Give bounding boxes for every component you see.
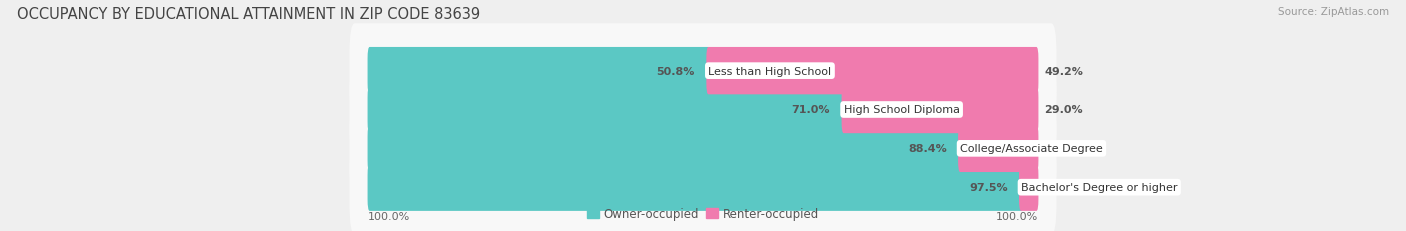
- FancyBboxPatch shape: [957, 125, 1039, 172]
- FancyBboxPatch shape: [350, 63, 1056, 157]
- Text: High School Diploma: High School Diploma: [844, 105, 960, 115]
- Text: 97.5%: 97.5%: [969, 182, 1008, 192]
- Text: OCCUPANCY BY EDUCATIONAL ATTAINMENT IN ZIP CODE 83639: OCCUPANCY BY EDUCATIONAL ATTAINMENT IN Z…: [17, 7, 479, 22]
- FancyBboxPatch shape: [1019, 164, 1039, 211]
- FancyBboxPatch shape: [367, 48, 710, 95]
- FancyBboxPatch shape: [350, 140, 1056, 231]
- Text: Less than High School: Less than High School: [709, 66, 831, 76]
- Text: 71.0%: 71.0%: [792, 105, 830, 115]
- Text: 11.6%: 11.6%: [1045, 144, 1083, 154]
- FancyBboxPatch shape: [350, 24, 1056, 119]
- FancyBboxPatch shape: [706, 48, 1039, 95]
- Legend: Owner-occupied, Renter-occupied: Owner-occupied, Renter-occupied: [582, 203, 824, 225]
- Text: College/Associate Degree: College/Associate Degree: [960, 144, 1102, 154]
- FancyBboxPatch shape: [367, 164, 1024, 211]
- Text: 100.0%: 100.0%: [995, 211, 1038, 221]
- Text: 2.5%: 2.5%: [1045, 182, 1076, 192]
- Text: 49.2%: 49.2%: [1045, 66, 1084, 76]
- Text: 29.0%: 29.0%: [1045, 105, 1083, 115]
- Text: 50.8%: 50.8%: [657, 66, 695, 76]
- Text: 88.4%: 88.4%: [908, 144, 946, 154]
- FancyBboxPatch shape: [350, 101, 1056, 196]
- Text: Bachelor's Degree or higher: Bachelor's Degree or higher: [1021, 182, 1177, 192]
- Text: 100.0%: 100.0%: [368, 211, 411, 221]
- FancyBboxPatch shape: [367, 86, 845, 134]
- FancyBboxPatch shape: [842, 86, 1039, 134]
- Text: Source: ZipAtlas.com: Source: ZipAtlas.com: [1278, 7, 1389, 17]
- FancyBboxPatch shape: [367, 125, 962, 172]
